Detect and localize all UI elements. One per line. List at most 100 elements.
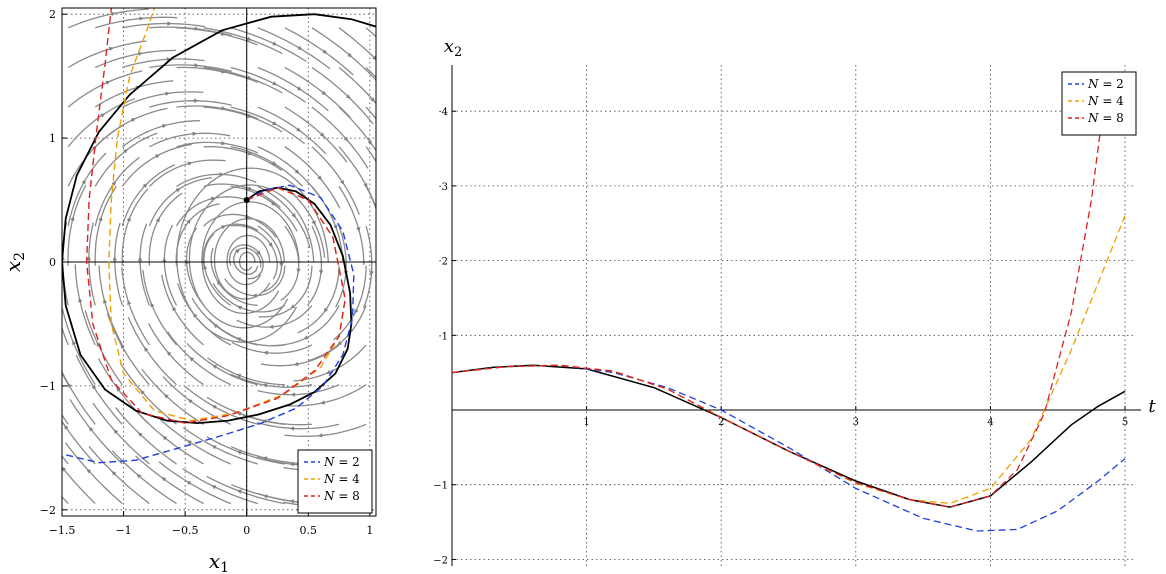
legend-box [297, 449, 373, 514]
streamline-arrow [136, 473, 142, 479]
streamline [257, 384, 340, 396]
streamline [67, 152, 107, 227]
streamline-arrow [100, 113, 106, 118]
y-tick-label: ·2 [438, 257, 448, 268]
streamline [257, 66, 329, 112]
streamline [121, 267, 150, 346]
streamline [203, 106, 283, 133]
streamline-arrow [370, 97, 375, 103]
streamline-arrow [86, 468, 92, 474]
streamline-arrow [296, 127, 302, 132]
streamline [203, 145, 283, 171]
grid [452, 65, 1135, 566]
streamline [338, 67, 376, 105]
streamline [338, 27, 376, 61]
streamline-arrow [256, 250, 261, 256]
streamline [280, 225, 300, 302]
streamline-arrow [140, 389, 145, 395]
streamline-arrow [86, 255, 92, 261]
legend: N = 2 N = 4 N = 8 [1061, 71, 1137, 136]
x-axis-label: x1 [209, 549, 229, 574]
streamline-arrow [165, 91, 171, 96]
streamline-arrow [98, 216, 103, 222]
x-tick-label: −1.5 [49, 524, 76, 537]
trajectories [62, 8, 376, 464]
streamline-arrow [137, 432, 143, 437]
legend: N = 2 N = 4 N = 8 [297, 449, 373, 514]
streamline-arrow [236, 450, 242, 455]
streamline-arrow [236, 489, 242, 494]
streamline-arrow [323, 307, 329, 313]
streamline [207, 357, 285, 386]
streamline-arrow [271, 201, 276, 206]
streamline-arrow [372, 55, 376, 60]
streamline-arrow [235, 248, 240, 254]
legend-label: N = 4 [323, 472, 360, 486]
streamline [271, 305, 340, 347]
streamline-arrow [164, 393, 169, 399]
streamline-arrow [167, 21, 172, 26]
streamline [62, 370, 96, 425]
streamline-arrow [211, 485, 217, 490]
streamline [212, 283, 286, 313]
legend-box [1061, 71, 1137, 136]
streamline [167, 331, 231, 386]
streamline [206, 475, 286, 505]
series-line-n=4 [451, 215, 1126, 505]
streamline-arrow [392, 142, 396, 147]
streamline [94, 80, 174, 108]
streamline [224, 265, 286, 297]
streamline [94, 156, 140, 227]
streamline-arrow [212, 364, 218, 369]
streamline [231, 341, 313, 354]
streamline [311, 66, 374, 125]
streamline-arrow [123, 149, 128, 154]
y-tick-label: 2 [49, 8, 56, 21]
streamline [149, 132, 231, 148]
streamline-arrow [186, 219, 191, 225]
streamline-arrow [210, 196, 216, 201]
ticks: −1.5 −1 −0.5 0 0.5 1 −2 −1 0 1 2 [40, 8, 374, 537]
axes [451, 65, 1141, 566]
streamline-arrow [369, 271, 374, 276]
streamline [147, 322, 204, 386]
streamline [62, 308, 96, 386]
series-lines [451, 96, 1126, 532]
streamline [186, 342, 258, 386]
streamline-arrow [290, 392, 296, 397]
streamline-arrow [39, 423, 43, 428]
y-axis-label: x2 [444, 36, 462, 59]
streamline [98, 265, 123, 346]
streamline [148, 177, 212, 227]
streamline [94, 49, 177, 69]
y-tick-label: 0 [49, 256, 56, 269]
streamline [62, 455, 69, 465]
streamline [106, 312, 150, 386]
x-tick-label: 3 [853, 417, 859, 428]
y-tick-label: −1 [433, 481, 448, 492]
streamline [297, 265, 340, 334]
streamline-arrow [297, 45, 303, 50]
streamline-arrow [172, 306, 177, 312]
streamline-arrow [237, 305, 243, 310]
legend-label: N = 8 [1087, 111, 1124, 125]
streamline-arrow [187, 161, 193, 166]
streamline [148, 159, 226, 187]
streamline [115, 407, 177, 465]
streamline [74, 264, 96, 346]
streamline-arrow [110, 11, 116, 17]
streamline-arrow [290, 304, 296, 309]
streamline [175, 196, 249, 227]
streamline-arrow [354, 309, 359, 315]
x-tick-label: 4 [987, 417, 993, 428]
streamline-arrow [142, 183, 148, 189]
streamline [203, 183, 281, 209]
streamline [287, 384, 367, 407]
streamline-arrow [88, 426, 94, 432]
x-tick-label: −0.5 [172, 524, 199, 537]
streamline [148, 192, 183, 266]
streamline [176, 173, 257, 187]
streamline-arrow [111, 470, 117, 476]
streamlines [39, 8, 396, 509]
